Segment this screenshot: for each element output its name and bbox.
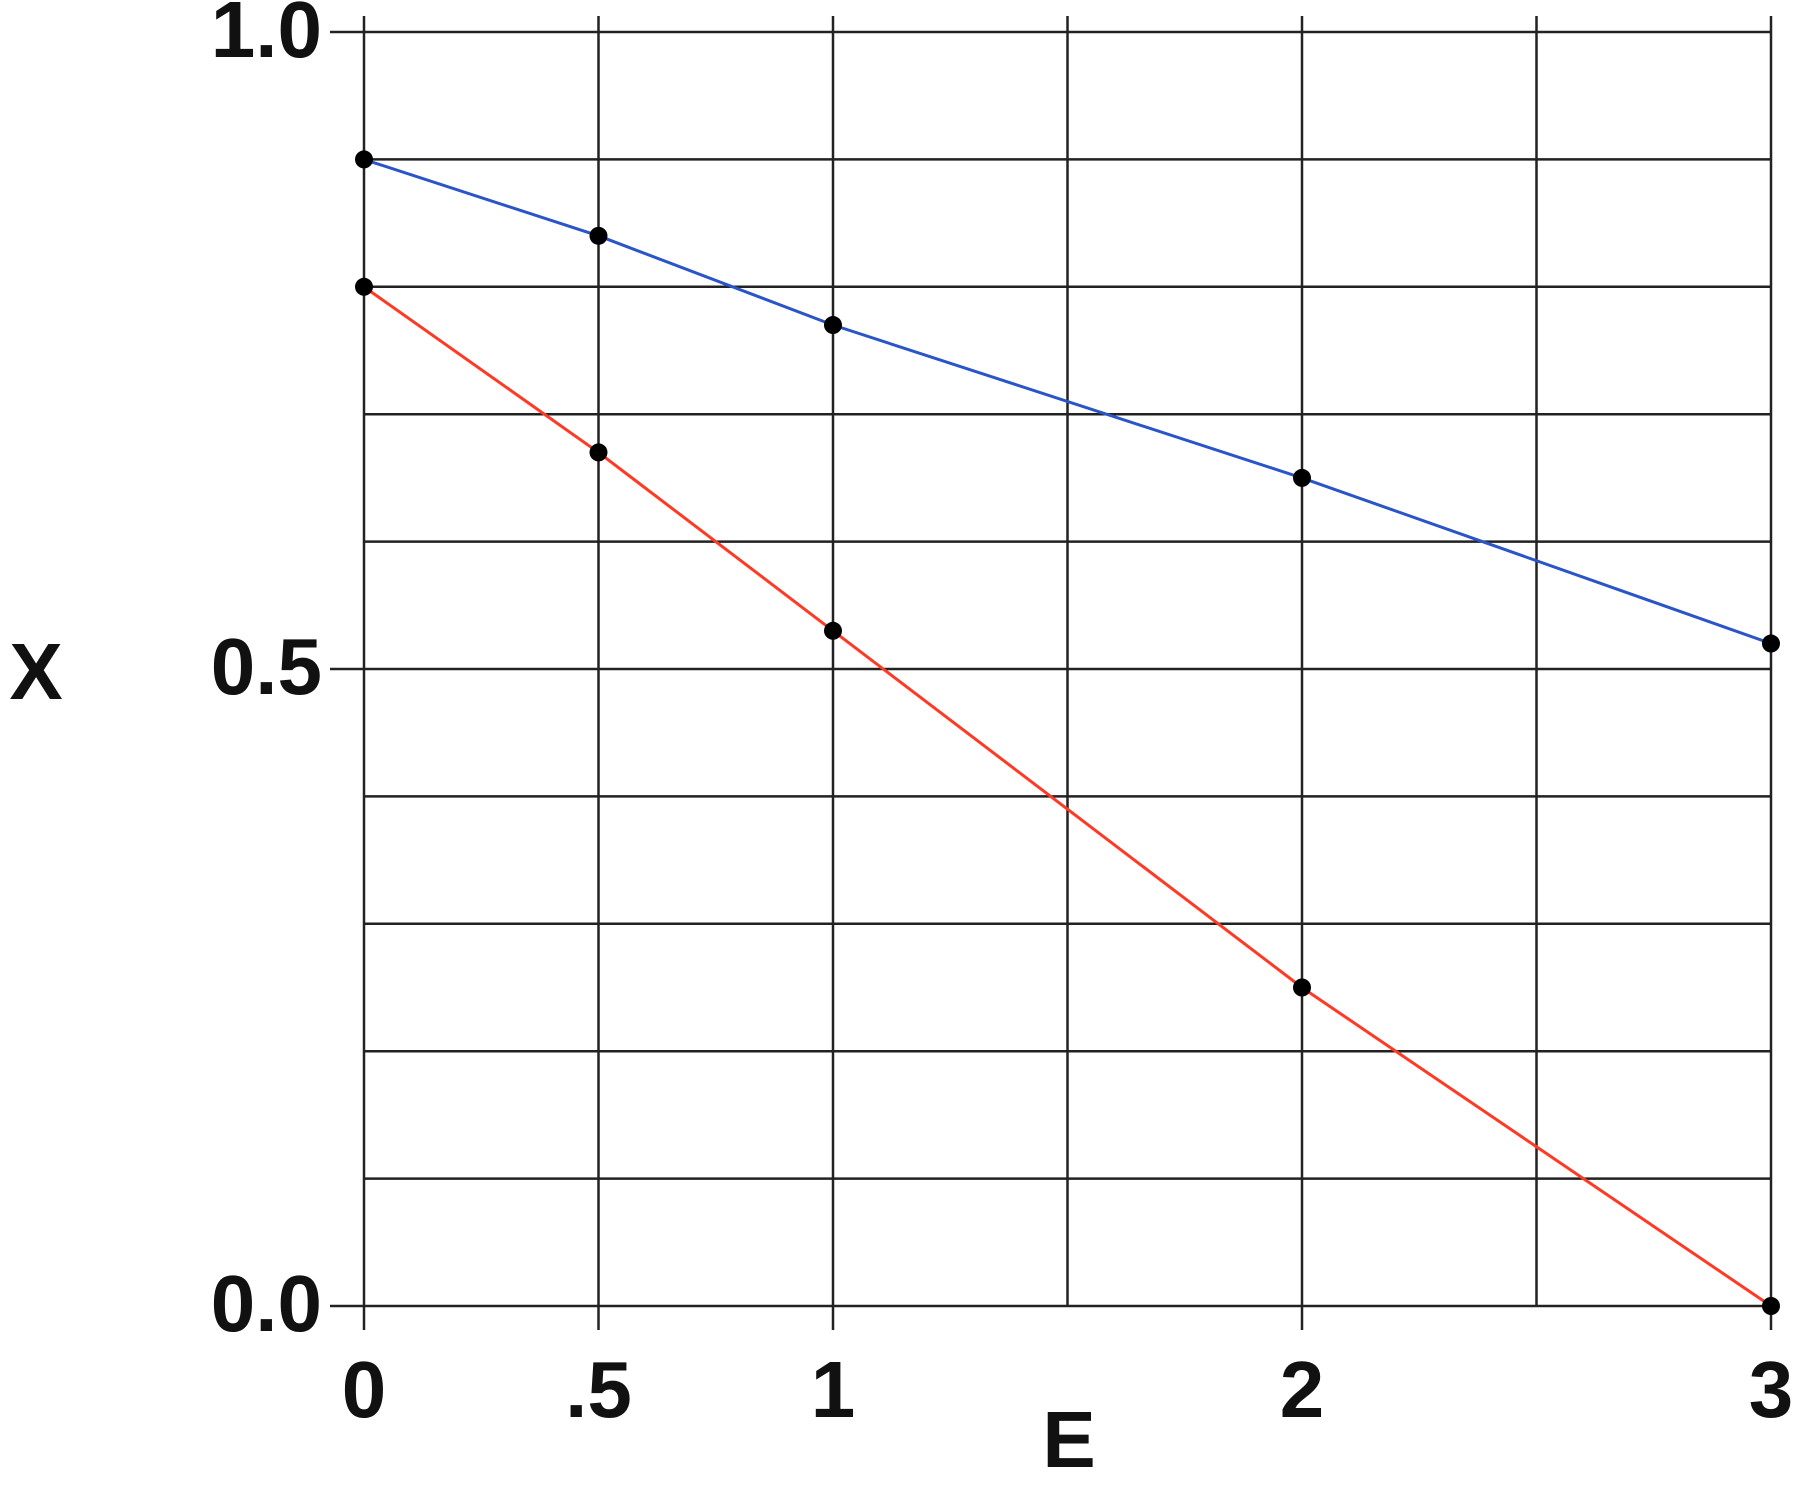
- data-point: [1293, 978, 1311, 997]
- data-point: [355, 277, 373, 296]
- x-axis-label: E: [1042, 1395, 1095, 1484]
- y-tick-label: 0.0: [211, 1259, 322, 1348]
- x-tick-label: 3: [1749, 1345, 1794, 1434]
- data-point: [355, 150, 373, 169]
- data-point: [1762, 634, 1780, 653]
- data-point: [824, 621, 842, 640]
- x-tick-label: 2: [1280, 1345, 1325, 1434]
- y-axis-label: X: [9, 627, 62, 716]
- x-tick-label: 1: [811, 1345, 856, 1434]
- y-tick-label: 0.5: [211, 622, 322, 711]
- data-point: [824, 316, 842, 335]
- y-tick-label: 1.0: [211, 0, 322, 74]
- data-point: [589, 226, 608, 245]
- data-point: [1293, 468, 1311, 487]
- x-tick-label: .5: [565, 1345, 632, 1434]
- data-point: [1762, 1297, 1780, 1315]
- data-point: [589, 443, 608, 462]
- x-tick-label: 0: [342, 1345, 387, 1434]
